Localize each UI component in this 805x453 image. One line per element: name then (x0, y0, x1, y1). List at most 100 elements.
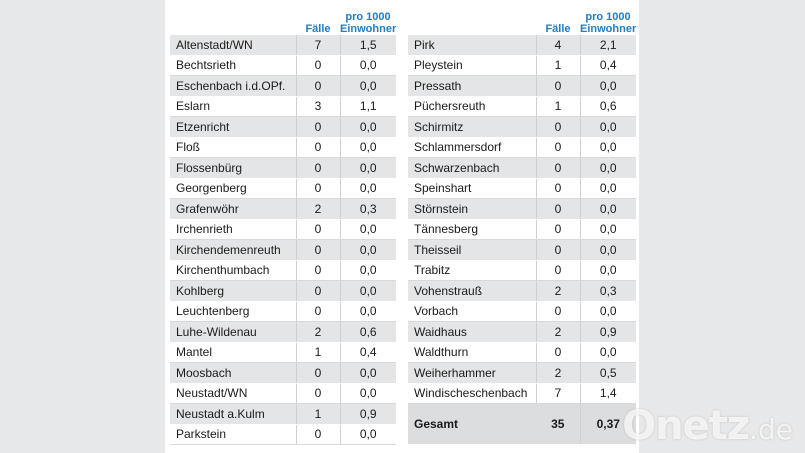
cases-cell: 0 (535, 260, 580, 281)
rate-cell: 0,0 (579, 301, 636, 322)
table-row: Eschenbach i.d.OPf. 0 0,0 (170, 75, 396, 97)
table-row: Irchenrieth 0 0,0 (170, 219, 396, 240)
cases-cell: 0 (295, 137, 340, 158)
rate-cell: 0,0 (339, 424, 396, 445)
municipality-cell: Moosbach (170, 362, 296, 384)
municipality-cell: Kirchenthumbach (170, 260, 296, 281)
table-row: Vohenstrauß 2 0,3 (408, 280, 636, 302)
table-row: Floß 0 0,0 (170, 137, 396, 158)
rate-header-line2: Einwohner (340, 23, 397, 35)
total-row: Gesamt 35 0,37 (408, 403, 636, 445)
table-row: Kirchenthumbach 0 0,0 (170, 260, 396, 281)
municipality-cell: Pleystein (408, 55, 536, 76)
table-row: Windischeschenbach 7 1,4 (408, 383, 636, 404)
table-row: Mantel 1 0,4 (170, 342, 396, 363)
rate-cell: 0,0 (579, 219, 636, 240)
cases-cell: 0 (535, 198, 580, 220)
rate-cell: 0,5 (579, 362, 636, 384)
cases-cell: 2 (295, 321, 340, 343)
cases-cell: 0 (535, 239, 580, 261)
rate-cell: 0,0 (339, 280, 396, 302)
rate-cell: 0,0 (339, 239, 396, 261)
rate-cell: 0,4 (579, 55, 636, 76)
table-row: Schwarzenbach 0 0,0 (408, 157, 636, 179)
rate-cell: 0,0 (339, 75, 396, 97)
total-label: Gesamt (408, 403, 536, 445)
cases-cell: 0 (295, 424, 340, 445)
municipality-cell: Schlammersdorf (408, 137, 536, 158)
municipality-cell: Etzenricht (170, 116, 296, 138)
table-row: Püchersreuth 1 0,6 (408, 96, 636, 117)
cases-cell: 0 (295, 301, 340, 322)
cases-cell: 1 (535, 96, 580, 117)
municipality-cell: Floß (170, 137, 296, 158)
municipality-cell: Vohenstrauß (408, 280, 536, 302)
cases-header: Fälle (305, 23, 331, 35)
rate-cell: 2,1 (579, 35, 636, 56)
municipality-cell: Windischeschenbach (408, 383, 536, 404)
onetz-watermark-logo: Onetz.de (622, 403, 793, 449)
table-row: Neustadt/WN 0 0,0 (170, 383, 396, 404)
table-row: Waidhaus 2 0,9 (408, 321, 636, 343)
municipality-cell: Georgenberg (170, 178, 296, 199)
table-row: Grafenwöhr 2 0,3 (170, 198, 396, 220)
rate-cell: 0,0 (339, 383, 396, 404)
table-row: Theisseil 0 0,0 (408, 239, 636, 261)
rate-cell: 0,6 (339, 321, 396, 343)
cases-cell: 2 (535, 362, 580, 384)
municipality-cell: Püchersreuth (408, 96, 536, 117)
rate-cell: 0,0 (579, 342, 636, 363)
municipality-cell: Neustadt/WN (170, 383, 296, 404)
cases-cell: 0 (535, 157, 580, 179)
total-cases: 35 (536, 403, 580, 445)
cases-cell: 0 (295, 116, 340, 138)
rate-cell: 0,0 (579, 137, 636, 158)
name-header (408, 0, 536, 35)
municipality-cell: Speinshart (408, 178, 536, 199)
rate-cell: 0,3 (579, 280, 636, 302)
municipality-cell: Irchenrieth (170, 219, 296, 240)
watermark-tld: .de (749, 413, 793, 446)
cases-header: Fälle (545, 23, 571, 35)
municipality-cell: Parkstein (170, 424, 296, 445)
cases-cell: 7 (535, 383, 580, 404)
table-row: Neustadt a.Kulm 1 0,9 (170, 403, 396, 425)
cases-cell: 0 (535, 342, 580, 363)
municipality-cell: Trabitz (408, 260, 536, 281)
rate-header-line1: pro 1000 (585, 11, 631, 23)
cases-cell: 1 (295, 342, 340, 363)
rate-cell: 0,0 (579, 75, 636, 97)
rate-cell: 0,0 (339, 157, 396, 179)
rate-header-line2: Einwohner (580, 23, 637, 35)
municipality-cell: Kohlberg (170, 280, 296, 302)
municipality-cell: Eschenbach i.d.OPf. (170, 75, 296, 97)
rate-cell: 0,0 (579, 116, 636, 138)
rate-header: pro 1000 Einwohner (580, 0, 636, 35)
table-sheet: Fälle pro 1000 Einwohner Altenstadt/WN 7 1,… (165, 0, 639, 453)
cases-cell: 3 (295, 96, 340, 117)
cases-cell: 0 (535, 116, 580, 138)
cases-cell: 0 (295, 219, 340, 240)
table-row: Luhe-Wildenau 2 0,6 (170, 321, 396, 343)
table-row: Leuchtenberg 0 0,0 (170, 301, 396, 322)
municipality-cell: Mantel (170, 342, 296, 363)
name-header (170, 0, 296, 35)
municipality-cell: Kirchendemenreuth (170, 239, 296, 261)
table-row: Waldthurn 0 0,0 (408, 342, 636, 363)
rate-cell: 0,0 (579, 239, 636, 261)
cases-cell: 2 (535, 321, 580, 343)
table-row: Tännesberg 0 0,0 (408, 219, 636, 240)
rate-cell: 1,1 (339, 96, 396, 117)
municipality-cell: Pressath (408, 75, 536, 97)
total-rate: 0,37 (579, 403, 636, 445)
table-row: Trabitz 0 0,0 (408, 260, 636, 281)
rate-cell: 0,4 (339, 342, 396, 363)
cases-cell: 0 (295, 75, 340, 97)
table-row: Parkstein 0 0,0 (170, 424, 396, 445)
rate-cell: 1,4 (579, 383, 636, 404)
rate-cell: 0,0 (339, 116, 396, 138)
rate-cell: 0,0 (579, 157, 636, 179)
table-row: Flossenbürg 0 0,0 (170, 157, 396, 179)
cases-cell: 0 (295, 157, 340, 179)
table-row: Speinshart 0 0,0 (408, 178, 636, 199)
